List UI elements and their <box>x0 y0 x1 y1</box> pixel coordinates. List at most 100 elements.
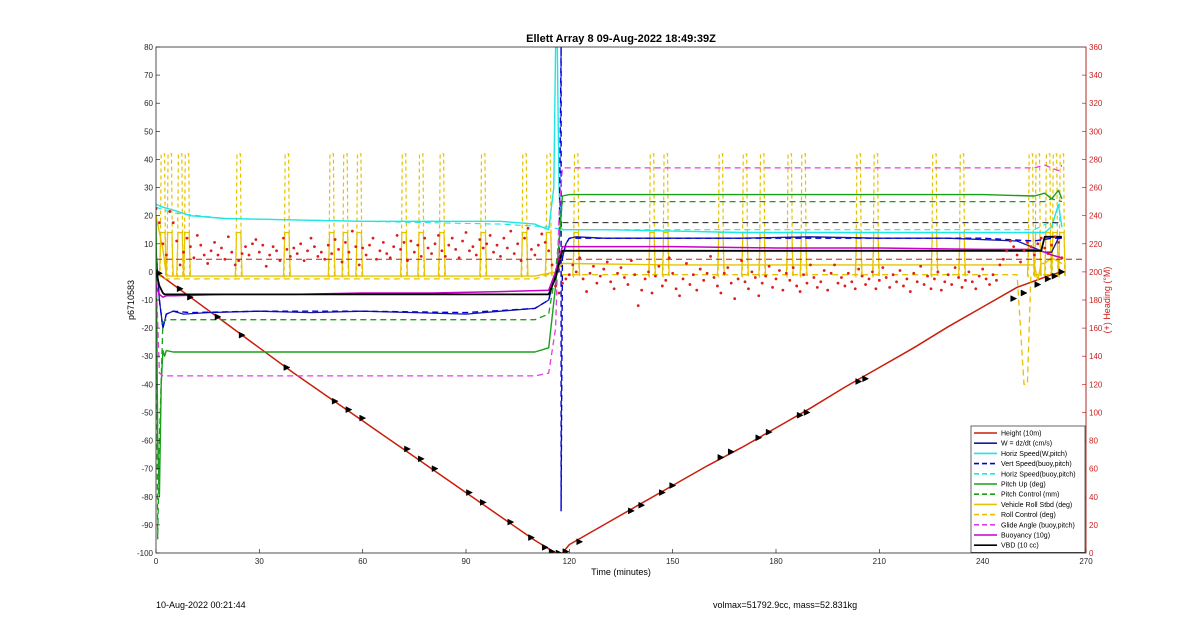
heading-point <box>616 271 619 275</box>
heading-point <box>195 233 199 237</box>
heading-point <box>681 277 685 281</box>
heading-point <box>650 291 654 295</box>
height-marker <box>628 507 635 515</box>
y-left-tick-label: -70 <box>141 465 153 474</box>
heading-point <box>268 253 272 257</box>
heading-point <box>282 236 285 240</box>
heading-point <box>805 281 809 285</box>
heading-point <box>791 266 795 270</box>
height-marker <box>417 455 425 463</box>
heading-point <box>829 271 833 275</box>
heading-point <box>488 233 492 237</box>
heading-point <box>474 253 478 257</box>
heading-point <box>853 287 857 291</box>
roll-control-pulse <box>400 153 408 278</box>
height-marker <box>1044 275 1052 283</box>
heading-point <box>602 267 606 271</box>
y-left-tick-label: 30 <box>144 184 153 193</box>
heading-point <box>450 236 454 240</box>
heading-point <box>685 262 688 265</box>
heading-point <box>523 236 526 240</box>
heading-point <box>264 264 268 268</box>
heading-point <box>964 278 967 282</box>
heading-point <box>330 252 334 256</box>
heading-point <box>536 243 540 247</box>
height-marker <box>283 364 291 371</box>
heading-point <box>981 267 985 271</box>
heading-point <box>261 243 265 247</box>
heading-point <box>299 242 303 246</box>
series-line-6 <box>156 198 1063 540</box>
heading-point <box>636 304 640 308</box>
heading-point <box>178 263 182 267</box>
legend-entry: Pitch Up (deg) <box>1001 482 1046 489</box>
height-marker <box>855 378 863 385</box>
series-line-8 <box>156 271 1062 385</box>
heading-point <box>733 297 737 300</box>
height-marker <box>555 549 563 553</box>
heading-point <box>936 270 940 274</box>
y-left-tick-label: -10 <box>141 296 153 305</box>
heading-point <box>812 276 816 279</box>
heading-point <box>251 242 254 246</box>
vehicle-roll-pulse <box>544 231 553 277</box>
footer-mass-info: volmax=51792.9cc, mass=52.831kg <box>713 600 857 610</box>
heading-point <box>929 287 933 291</box>
y-left-tick-label: 10 <box>144 240 153 249</box>
series-line-7 <box>156 215 1063 281</box>
heading-point <box>784 271 788 275</box>
heading-point <box>612 287 616 291</box>
heading-point <box>485 242 489 246</box>
heading-point <box>226 235 230 239</box>
height-marker <box>562 548 570 553</box>
vehicle-roll-pulse <box>176 231 185 277</box>
heading-point <box>306 249 309 253</box>
heading-point <box>581 277 585 281</box>
vehicle-roll-pulse <box>520 231 529 277</box>
heading-point <box>716 284 719 288</box>
heading-point <box>809 263 812 267</box>
series-line-10 <box>156 245 1063 298</box>
heading-point <box>871 270 874 274</box>
heading-point <box>709 255 712 258</box>
heading-point <box>588 271 592 275</box>
height-marker <box>345 406 353 414</box>
y-axis-right-label: (+) Heading (°M) <box>1102 267 1112 334</box>
heading-point <box>798 290 802 293</box>
heading-point <box>361 246 365 250</box>
heading-point <box>574 270 578 274</box>
heading-point <box>443 255 447 258</box>
height-marker <box>765 428 773 436</box>
height-marker <box>331 397 339 405</box>
heading-point <box>815 285 819 289</box>
heading-point <box>826 288 830 292</box>
vehicle-roll-pulse <box>647 231 657 277</box>
heading-point <box>946 273 950 277</box>
heading-point <box>881 266 885 270</box>
heading-point <box>368 243 371 247</box>
heading-point <box>454 248 458 251</box>
heading-point <box>585 290 588 293</box>
legend-entry: Horiz Speed(buoy,pitch) <box>1001 471 1076 478</box>
height-marker <box>638 501 646 509</box>
y-right-tick-label: 140 <box>1089 352 1103 361</box>
heading-point <box>654 274 657 278</box>
heading-point <box>757 294 761 298</box>
heading-point <box>461 239 464 243</box>
vehicle-roll-pulse <box>399 231 409 277</box>
heading-point <box>447 243 451 247</box>
y-right-tick-label: 180 <box>1089 296 1103 305</box>
height-marker <box>238 331 246 339</box>
heading-point <box>953 266 957 270</box>
heading-point <box>347 250 351 254</box>
heading-point <box>423 236 427 240</box>
heading-point <box>220 246 223 250</box>
heading-point <box>164 253 168 257</box>
heading-point <box>898 269 902 272</box>
heading-point <box>337 248 340 251</box>
heading-point <box>895 280 898 284</box>
y-right-tick-label: 240 <box>1089 212 1103 221</box>
heading-point <box>750 270 754 274</box>
heading-point <box>1032 253 1036 257</box>
heading-point <box>688 283 692 286</box>
